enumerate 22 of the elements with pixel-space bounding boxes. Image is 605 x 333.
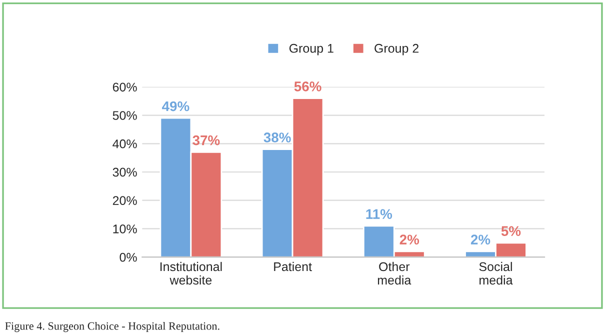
x-tick-label: Other media: [378, 262, 412, 285]
data-label: 37%: [192, 135, 220, 146]
data-label: 2%: [400, 234, 420, 244]
caption: Figure 4. Surgeon Choice - Hospital Reputation.: [5, 322, 220, 332]
legend-label: Group 1: [289, 44, 334, 56]
data-label: 2%: [470, 234, 490, 244]
data-label: 11%: [366, 209, 392, 219]
x-tick-label: Institutional website: [160, 262, 222, 285]
data-label: 56%: [294, 82, 322, 92]
x-tick-label: Patient: [274, 262, 312, 272]
y-tick-label: 50%: [112, 111, 137, 120]
y-tick-label: 30%: [112, 168, 137, 177]
data-label: 38%: [264, 132, 291, 142]
y-tick-label: 40%: [112, 139, 137, 148]
data-label: 49%: [162, 101, 190, 112]
y-tick-label: 20%: [112, 196, 137, 206]
y-tick-label: 60%: [112, 82, 137, 92]
y-tick-label: 0%: [120, 252, 137, 262]
x-tick-label: Social media: [479, 262, 513, 285]
legend-label: Group 2: [374, 44, 418, 56]
y-tick-label: 10%: [113, 224, 137, 234]
data-label: 5%: [501, 226, 521, 236]
